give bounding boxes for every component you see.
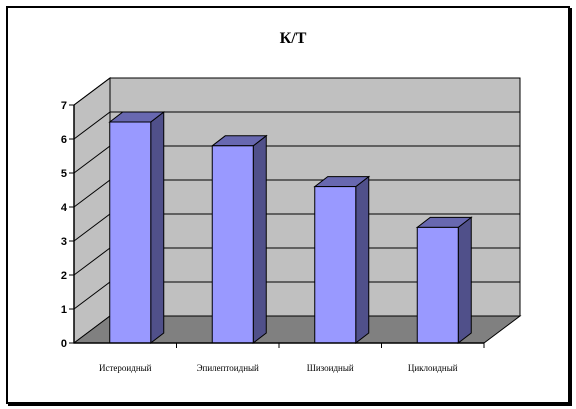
chart-axes: 0 1 2 3 4 5 6 7 Истероидный Эпилептоидный Шизоидны…: [61, 100, 485, 373]
bar: [313, 175, 371, 345]
chart-bars: [108, 110, 473, 345]
chart-title: К/Т: [280, 30, 307, 47]
bar-front: [211, 145, 254, 344]
bar-front: [109, 121, 152, 344]
bar-side: [252, 134, 267, 345]
bar: [415, 216, 473, 345]
y-tick-label: 4: [61, 202, 68, 214]
bar-front: [314, 186, 357, 344]
x-tick-label: Истероидный: [99, 363, 152, 373]
y-tick-label: 3: [61, 236, 67, 248]
bar-side: [150, 110, 165, 345]
y-tick-label: 7: [61, 100, 67, 112]
y-tick-label: 2: [61, 270, 67, 282]
x-tick-label: Шизоидный: [307, 363, 354, 373]
bar: [108, 110, 166, 345]
bar: [210, 134, 268, 345]
y-tick-label: 5: [61, 168, 67, 180]
y-tick-label: 0: [61, 338, 67, 350]
bar-side: [355, 175, 370, 345]
bar-front: [416, 226, 459, 344]
y-tick-label: 6: [61, 134, 67, 146]
bar-side: [457, 216, 472, 345]
x-tick-label: Циклоидный: [408, 363, 458, 373]
side-wall: [73, 77, 111, 344]
x-tick-label: Эпилептоидный: [197, 363, 259, 373]
gridline: [73, 77, 520, 106]
y-tick-label: 1: [61, 304, 67, 316]
gridline: [73, 111, 520, 140]
chart-frame: 0 1 2 3 4 5 6 7 Истероидный Эпилептоидный Шизоидны…: [6, 6, 570, 404]
bar-chart: 0 1 2 3 4 5 6 7 Истероидный Эпилептоидный Шизоидны…: [61, 30, 522, 373]
